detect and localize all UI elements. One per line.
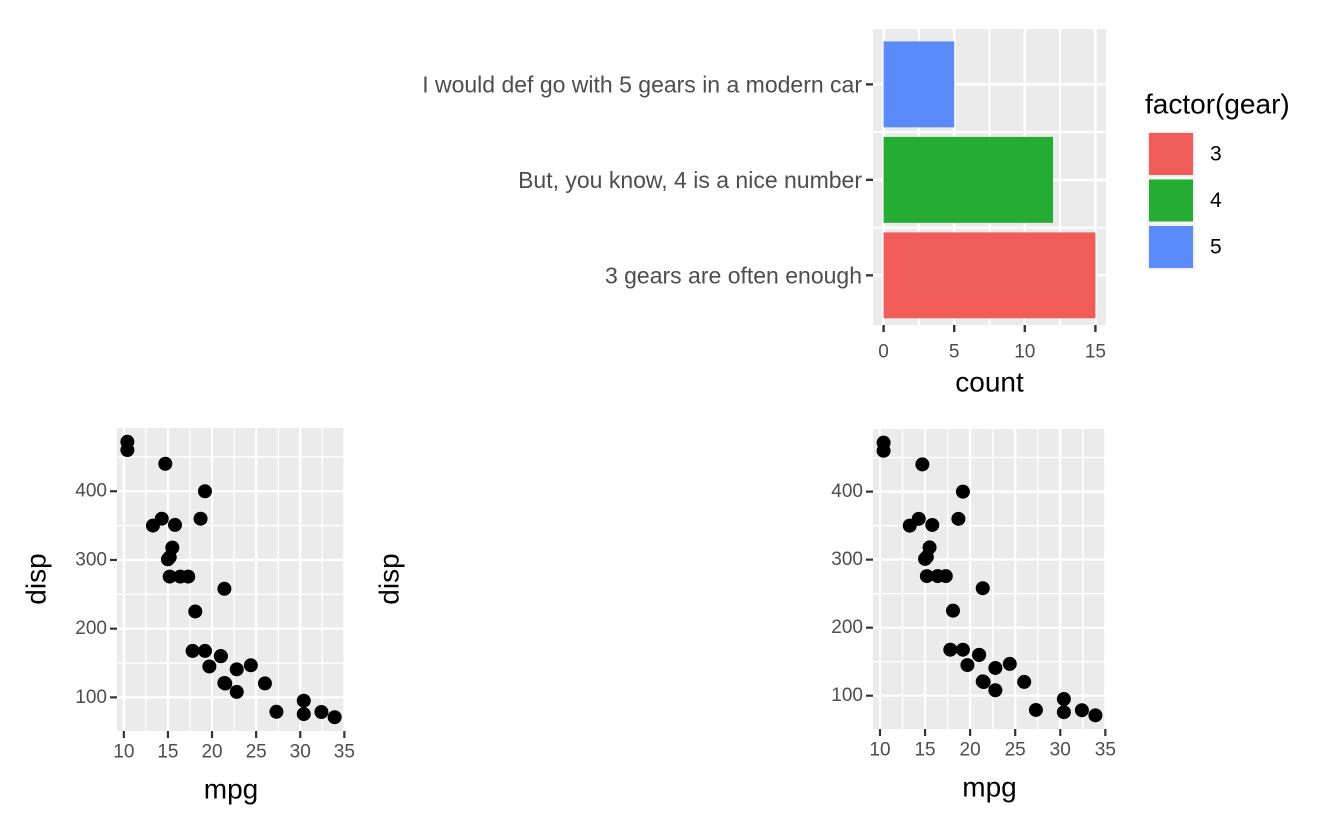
data-point (876, 443, 891, 458)
y-tick-label: 300 (75, 549, 107, 570)
data-point (167, 517, 182, 532)
data-point (269, 704, 284, 719)
data-point (960, 658, 975, 673)
category-label: But, you know, 4 is a nice number (518, 167, 862, 193)
y-tick-label: 200 (75, 618, 107, 639)
data-point (945, 603, 960, 618)
y-axis-title: disp (374, 553, 405, 604)
legend-label-5: 5 (1210, 236, 1222, 259)
data-point (988, 660, 1003, 675)
legend-swatch-3 (1147, 131, 1195, 177)
x-tick-label: 35 (1095, 740, 1116, 761)
bar-gear-4 (883, 136, 1054, 223)
x-tick-label: 35 (334, 742, 355, 763)
bar-chart: 0 5 10 15 I would def go with 5 gears in a m… (422, 29, 1290, 398)
scatter-plot-right: 10 15 20 25 30 35 100 200 300 400 mpg disp (374, 429, 1116, 803)
data-point (257, 676, 272, 691)
y-tick-label: 400 (75, 481, 107, 502)
legend-label-4: 4 (1210, 189, 1222, 212)
data-point (1088, 708, 1103, 723)
data-point (296, 707, 311, 722)
x-axis-title: mpg (962, 772, 1016, 803)
data-point (919, 569, 934, 584)
x-tick-label: 25 (246, 742, 267, 763)
x-tick-label: 15 (914, 740, 935, 761)
data-point (902, 518, 917, 533)
data-point (1074, 703, 1089, 718)
data-point (145, 518, 160, 533)
data-point (217, 581, 232, 596)
x-tick-label: 10 (1014, 342, 1035, 363)
data-point (972, 647, 987, 662)
data-point (314, 705, 329, 720)
data-point (1056, 705, 1071, 720)
y-tick-label: 100 (831, 685, 863, 706)
x-tick-label: 30 (290, 742, 311, 763)
data-point (1017, 674, 1032, 689)
category-label: I would def go with 5 gears in a modern … (422, 71, 862, 97)
data-point (918, 551, 933, 566)
data-point (1028, 702, 1043, 717)
category-label: 3 gears are often enough (605, 262, 862, 288)
scatter-plot-left: 10 15 20 25 30 35 100 200 300 400 mpg disp (21, 428, 355, 805)
x-tick-label: 25 (1005, 740, 1026, 761)
data-point (1056, 692, 1071, 707)
data-point (229, 662, 244, 677)
x-axis-title: mpg (204, 774, 258, 805)
data-point (943, 642, 958, 657)
data-point (188, 604, 203, 619)
data-point (243, 658, 258, 673)
data-point (197, 643, 212, 658)
x-tick-label: 15 (157, 742, 178, 763)
data-point (193, 511, 208, 526)
data-point (938, 569, 953, 584)
x-tick-label: 30 (1050, 740, 1071, 761)
legend-swatch-5 (1147, 224, 1195, 270)
data-point (327, 710, 342, 725)
x-tick-label: 20 (201, 742, 222, 763)
data-point (120, 443, 135, 458)
y-tick-label: 200 (831, 617, 863, 638)
bar-gear-5 (883, 41, 955, 128)
data-point (213, 649, 228, 664)
x-tick-label: 5 (949, 342, 960, 363)
y-tick-label: 100 (75, 687, 107, 708)
data-point (217, 675, 232, 690)
data-point (181, 569, 196, 584)
data-point (955, 484, 970, 499)
data-point (925, 517, 940, 532)
data-point (185, 643, 200, 658)
legend: factor(gear) 3 4 5 (1145, 89, 1290, 270)
data-point (955, 642, 970, 657)
data-point (975, 581, 990, 596)
y-axis-title: disp (21, 553, 52, 604)
data-point (975, 674, 990, 689)
y-tick-label: 300 (831, 549, 863, 570)
x-tick-label: 15 (1085, 342, 1106, 363)
legend-label-3: 3 (1210, 143, 1222, 166)
data-point (229, 684, 244, 699)
bar-gear-3 (883, 232, 1096, 319)
data-point (1002, 656, 1017, 671)
data-point (915, 457, 930, 472)
data-point (951, 511, 966, 526)
data-point (197, 484, 212, 499)
legend-swatch-4 (1147, 177, 1195, 224)
x-tick-label: 10 (869, 740, 890, 761)
data-point (162, 569, 177, 584)
data-point (158, 456, 173, 471)
data-point (202, 659, 217, 674)
data-point (160, 552, 175, 567)
data-point (988, 683, 1003, 698)
legend-title: factor(gear) (1145, 89, 1290, 120)
x-tick-label: 0 (878, 342, 889, 363)
y-tick-label: 400 (831, 481, 863, 502)
data-point (296, 693, 311, 708)
x-tick-label: 10 (113, 742, 134, 763)
x-tick-label: 20 (960, 740, 981, 761)
x-axis-title: count (955, 367, 1024, 398)
